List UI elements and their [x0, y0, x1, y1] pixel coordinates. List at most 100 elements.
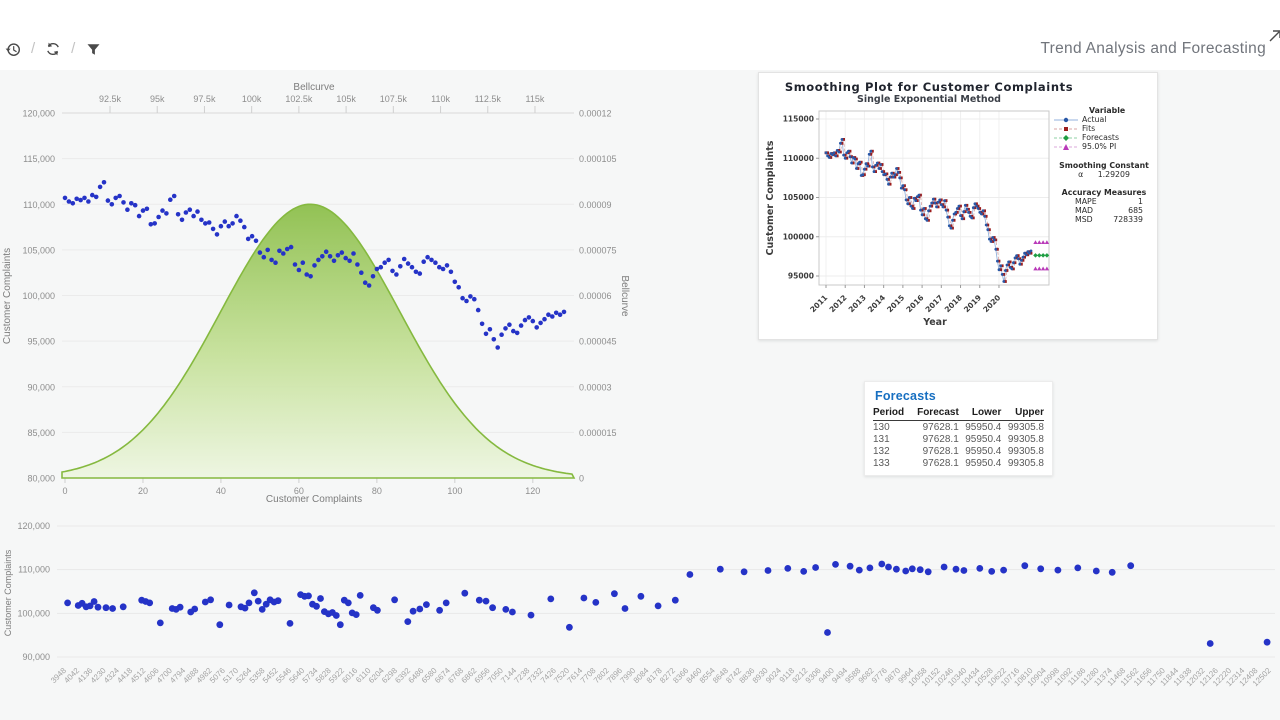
svg-text:115,000: 115,000 [23, 154, 55, 164]
fits-markers [824, 138, 1033, 283]
legend-entry: Fits [1053, 124, 1155, 133]
refresh-button[interactable] [44, 40, 62, 58]
svg-text:97.5k: 97.5k [193, 94, 216, 104]
svg-text:0: 0 [62, 486, 67, 496]
accuracy-measures-block: Accuracy Measures MAPE 1 MAD 685 MSD 728339 [1053, 188, 1155, 224]
svg-text:110000: 110000 [783, 154, 814, 163]
svg-text:95,000: 95,000 [27, 337, 55, 347]
table-row: 130 97628.1 95950.4 99305.8 [873, 421, 1044, 434]
svg-text:0: 0 [579, 474, 584, 484]
table-cell: 99305.8 [1007, 457, 1044, 469]
bottom-x-labels: 3948404241364230432444184512460647004794… [49, 666, 1273, 688]
table-row: 133 97628.1 95950.4 99305.8 [873, 457, 1044, 469]
svg-text:100,000: 100,000 [17, 608, 50, 618]
page-title: Trend Analysis and Forecasting [1040, 40, 1266, 57]
table-row: 131 97628.1 95950.4 99305.8 [873, 433, 1044, 445]
forecast-column-header: Upper [1001, 406, 1044, 421]
legend-header: Variable [1089, 106, 1126, 115]
legend-glyph-square [1054, 126, 1078, 131]
smoothing-ylabel: Customer Complaints [765, 140, 776, 255]
svg-text:0.00003: 0.00003 [579, 382, 612, 392]
expand-icon [1269, 30, 1280, 42]
bellcurve-area [61, 203, 576, 479]
toolbar: / / [4, 40, 102, 58]
svg-text:40: 40 [216, 486, 226, 496]
legend-glyph-diamond [1054, 134, 1078, 141]
legend-entry: Actual [1053, 115, 1155, 124]
header: / / Trend Analysis and Forecasting [0, 0, 1280, 70]
main-left-axis-title: Customer Complaints [2, 248, 13, 344]
main-chart[interactable]: 80,000 0 85,000 0.000015 90,000 0.00003 95,000… [0, 70, 648, 520]
svg-text:115000: 115000 [783, 115, 814, 124]
svg-text:2019: 2019 [962, 293, 983, 314]
forecasts-title: Forecasts [875, 389, 936, 403]
forecast-column-header: Period [873, 406, 910, 421]
filter-button[interactable] [84, 40, 102, 58]
smoothing-subtitle: Single Exponential Method [857, 94, 1001, 105]
smoothing-chart[interactable]: 9500010000010500011000011500020112012201… [759, 73, 1157, 339]
svg-text:115k: 115k [526, 94, 545, 104]
legend-glyph-triangle [1054, 143, 1078, 150]
table-cell: 99305.8 [1007, 433, 1044, 445]
toolbar-separator: / [31, 39, 36, 57]
svg-text:2011: 2011 [808, 293, 829, 314]
svg-text:110k: 110k [431, 94, 450, 104]
legend-label: Forecasts [1082, 133, 1120, 142]
table-cell: 132 [873, 445, 890, 457]
svg-text:120,000: 120,000 [22, 109, 55, 119]
alpha-symbol: α [1078, 170, 1084, 179]
svg-text:105k: 105k [336, 94, 356, 104]
svg-text:2018: 2018 [943, 293, 964, 314]
svg-text:107.5k: 107.5k [380, 94, 408, 104]
forecasts-panel: Forecasts Period Forecast Lower Upper 130 97… [864, 381, 1053, 476]
accuracy-row: MSD 728339 [1075, 215, 1143, 224]
dashboard-canvas: 80,000 0 85,000 0.000015 90,000 0.00003 95,000… [0, 70, 1280, 720]
legend-label: Fits [1082, 124, 1096, 133]
svg-text:110,000: 110,000 [23, 200, 55, 210]
smoothing-title: Smoothing Plot for Customer Complaints [784, 80, 1074, 94]
main-scatter-points [62, 180, 567, 350]
actual-markers [824, 138, 1033, 283]
svg-text:0.000105: 0.000105 [579, 154, 617, 164]
accuracy-row: MAD 685 [1075, 206, 1143, 215]
svg-text:2013: 2013 [847, 293, 868, 314]
table-cell: 97628.1 [922, 445, 959, 457]
svg-text:60: 60 [294, 486, 304, 496]
svg-text:100k: 100k [242, 94, 262, 104]
svg-text:0.00012: 0.00012 [579, 109, 612, 119]
history-button[interactable] [4, 40, 22, 58]
table-cell: 97628.1 [922, 457, 959, 469]
svg-text:90,000: 90,000 [27, 382, 55, 392]
svg-text:0.00006: 0.00006 [579, 291, 612, 301]
toolbar-separator: / [71, 39, 76, 57]
svg-text:0.000075: 0.000075 [579, 245, 617, 255]
forecast-column-header: Forecast [909, 406, 959, 421]
svg-text:2020: 2020 [981, 293, 1002, 314]
svg-text:92.5k: 92.5k [99, 94, 122, 104]
alpha-value: 1.29209 [1097, 170, 1130, 179]
expand-button[interactable] [1265, 26, 1280, 46]
bottom-chart[interactable]: 90,000 100,000 110,000 120,000 3948404241364… [0, 505, 1280, 715]
svg-text:2015: 2015 [885, 293, 906, 314]
smoothing-legend: Variable Actual Fits Forecasts 95.0% PI Smo… [1053, 106, 1155, 224]
smoothing-constant-label: Smoothing Constant [1059, 161, 1149, 170]
forecast-column-header: Lower [958, 406, 1002, 421]
smoothing-card: 95000 100000 105000 110000 115000 2011 2012 201… [758, 72, 1158, 340]
filter-icon [87, 43, 100, 55]
history-icon [5, 42, 20, 56]
svg-text:110,000: 110,000 [18, 565, 50, 575]
bottom-ylabel: Customer Complaints [3, 549, 13, 636]
smoothing-xlabel: Year [922, 317, 947, 328]
svg-text:102.5k: 102.5k [285, 94, 313, 104]
svg-text:120: 120 [525, 486, 540, 496]
legend-label: Actual [1082, 115, 1107, 124]
svg-text:105000: 105000 [783, 193, 814, 202]
svg-text:0.000015: 0.000015 [579, 428, 617, 438]
legend-label: 95.0% PI [1082, 142, 1117, 151]
table-cell: 131 [873, 433, 890, 445]
accuracy-header: Accuracy Measures [1061, 188, 1147, 197]
svg-text:0.000045: 0.000045 [579, 337, 617, 347]
svg-text:100: 100 [447, 486, 462, 496]
accuracy-row: MAPE 1 [1075, 197, 1143, 206]
